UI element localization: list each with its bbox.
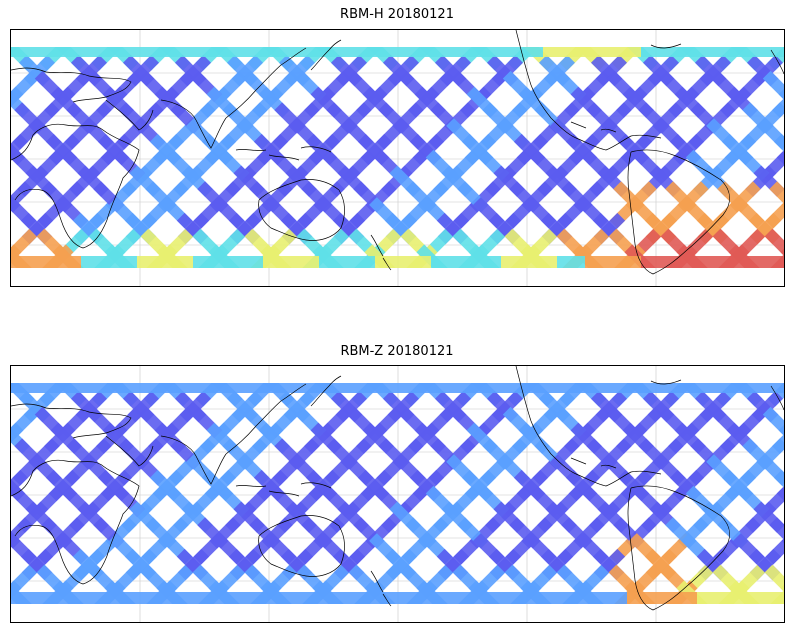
coastlines xyxy=(11,30,784,275)
satellite-swaths xyxy=(11,47,784,268)
panel-title-rbm-z: RBM-Z 20180121 xyxy=(340,344,454,359)
coastlines xyxy=(11,366,784,611)
panel-title-rbm-h: RBM-H 20180121 xyxy=(340,7,454,22)
map-rbm-h xyxy=(10,29,785,287)
map-canvas-rbm-h xyxy=(11,30,784,286)
map-canvas-rbm-z xyxy=(11,366,784,622)
map-rbm-z xyxy=(10,365,785,623)
